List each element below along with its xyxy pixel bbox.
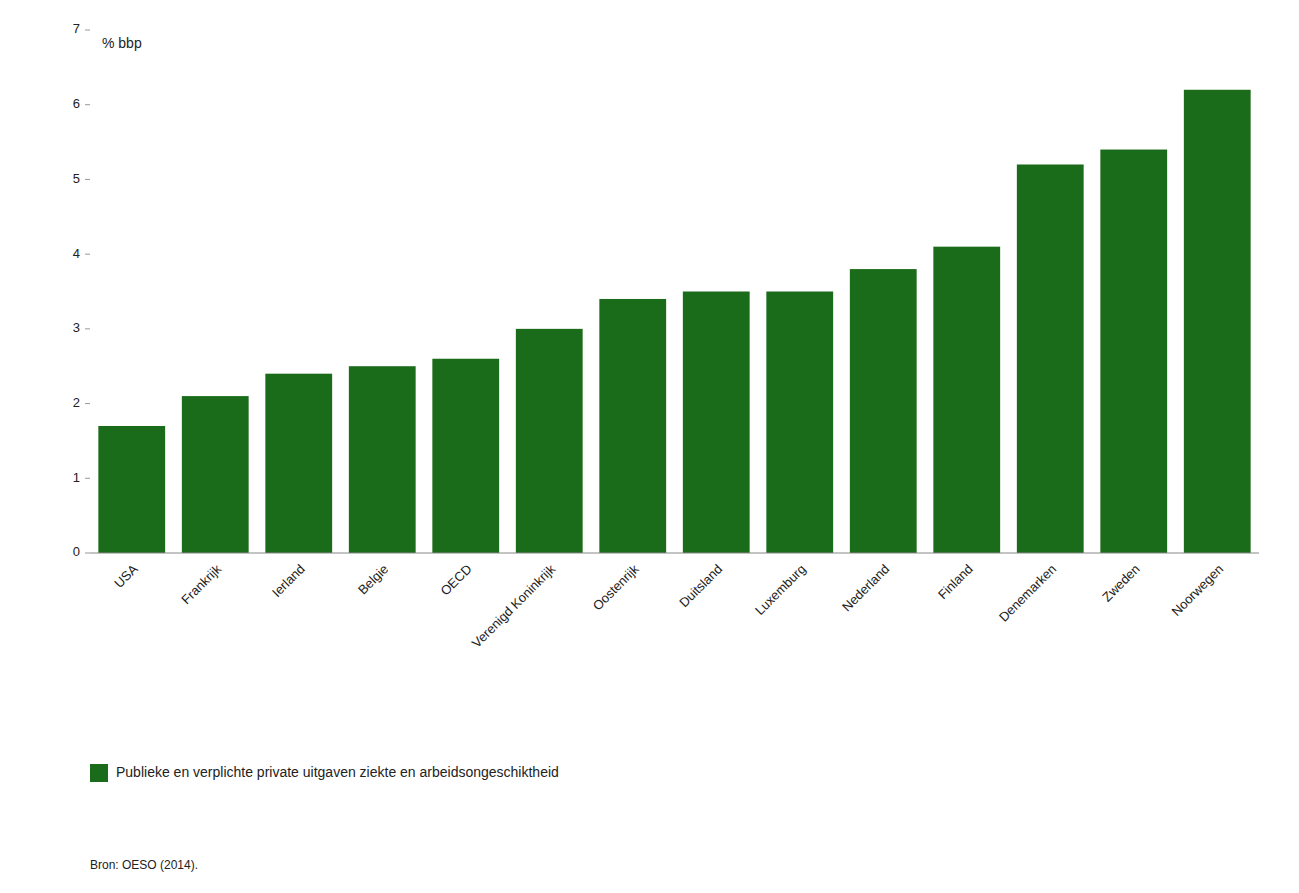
x-tick-label: Zweden xyxy=(1099,561,1142,604)
bar xyxy=(933,247,1000,553)
x-tick-label: Finland xyxy=(935,561,976,602)
x-tick-label: Luxemburg xyxy=(752,561,809,618)
bar xyxy=(850,269,917,553)
legend: Publieke en verplichte private uitgaven … xyxy=(90,764,559,782)
x-tick-label: Nederland xyxy=(839,561,892,614)
x-axis-line xyxy=(90,553,1259,554)
bar xyxy=(766,292,833,554)
chart-container: 0 1 2 3 4 5 6 7 USA Frankrijk Ierland Belgie OECDVer… xyxy=(0,0,1299,893)
bar xyxy=(1100,150,1167,553)
bar xyxy=(683,292,750,554)
x-tick-label: OECD xyxy=(437,561,474,598)
chart-svg: 0 1 2 3 4 5 6 7 USA Frankrijk Ierland Belgie OECDVer… xyxy=(0,0,1299,893)
x-tick-label: Noorwegen xyxy=(1169,561,1227,619)
source-note: Bron: OESO (2014). xyxy=(90,858,198,872)
y-axis-label: % bbp xyxy=(102,35,142,51)
y-tick xyxy=(85,478,90,479)
y-tick xyxy=(85,403,90,404)
y-tick xyxy=(85,179,90,180)
bar xyxy=(1184,90,1251,553)
y-tick-label: 6 xyxy=(73,96,80,111)
bar xyxy=(98,426,165,553)
y-tick-label: 4 xyxy=(73,246,80,261)
y-tick xyxy=(85,328,90,329)
x-tick-label: Frankrijk xyxy=(178,561,224,607)
bar xyxy=(599,299,666,553)
bar xyxy=(1017,164,1084,553)
y-tick-label: 5 xyxy=(73,171,80,186)
y-tick-label: 1 xyxy=(73,470,80,485)
x-tick-label: Ierland xyxy=(269,561,308,600)
y-tick-label: 0 xyxy=(73,544,80,559)
y-axis: 0 1 2 3 4 5 6 7 xyxy=(73,21,90,559)
x-tick-label: Belgie xyxy=(355,561,391,597)
x-tick-label: Duitsland xyxy=(676,561,725,610)
legend-swatch xyxy=(90,764,108,782)
x-tick-label: USA xyxy=(111,561,141,591)
legend-label: Publieke en verplichte private uitgaven … xyxy=(116,764,559,780)
y-tick xyxy=(85,553,90,554)
x-tick-label: Denemarken xyxy=(996,561,1059,624)
bar xyxy=(349,366,416,553)
y-tick xyxy=(85,104,90,105)
y-tick-label: 2 xyxy=(73,395,80,410)
bar xyxy=(182,396,249,553)
x-axis: USA Frankrijk Ierland Belgie OECDVerenigd Ko… xyxy=(111,561,1226,651)
y-tick-label: 7 xyxy=(73,21,80,36)
bar xyxy=(516,329,583,553)
bar xyxy=(432,359,499,553)
x-tick-label: Oostenrijk xyxy=(590,561,642,613)
bar xyxy=(265,374,332,553)
y-tick-label: 3 xyxy=(73,320,80,335)
bars xyxy=(98,90,1250,553)
y-tick xyxy=(85,30,90,31)
x-tick-label: Verenigd Koninkrijk xyxy=(469,561,559,651)
y-tick xyxy=(85,254,90,255)
